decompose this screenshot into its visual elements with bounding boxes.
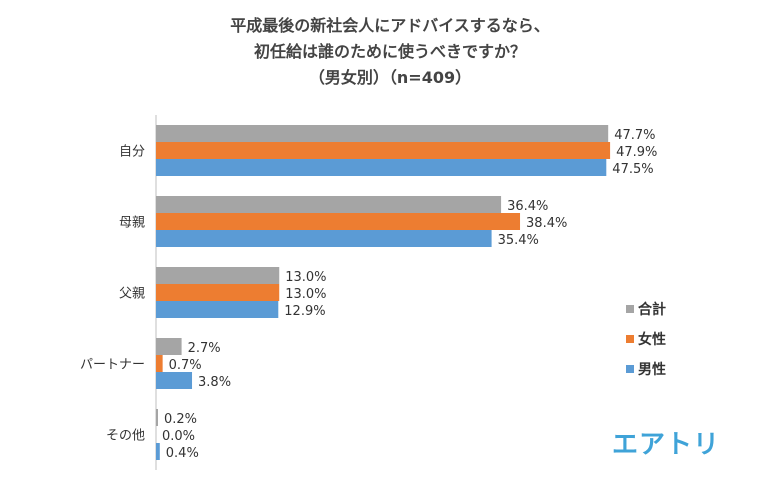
bar-女性	[156, 213, 521, 230]
bar-男性	[156, 372, 193, 389]
legend-label: 女性	[638, 331, 666, 348]
bar-男性	[156, 443, 160, 460]
legend-label: 男性	[638, 361, 666, 378]
data-label: 13.0%	[285, 270, 326, 285]
bar-合計	[156, 267, 280, 284]
category-label: その他	[106, 429, 145, 444]
data-label: 47.5%	[612, 162, 653, 177]
title-line-3: （男女別）（n=409）	[308, 68, 472, 87]
bar-合計	[156, 125, 609, 142]
data-label: 12.9%	[284, 304, 325, 319]
bar-合計	[156, 196, 502, 213]
legend-label: 合計	[638, 301, 666, 318]
logo: エアトリ	[612, 430, 721, 460]
data-label: 0.7%	[169, 358, 202, 373]
category-label: 自分	[119, 145, 145, 160]
category-label: 母親	[119, 216, 145, 231]
data-label: 0.4%	[166, 446, 199, 461]
title-line-1: 平成最後の新社会人にアドバイスするなら、	[230, 16, 550, 35]
bar-女性	[156, 142, 611, 159]
data-label: 13.0%	[285, 287, 326, 302]
legend-swatch	[626, 335, 634, 343]
legend-swatch	[626, 365, 634, 373]
category-label: パートナー	[80, 358, 145, 373]
data-label: 36.4%	[507, 199, 548, 214]
bar-合計	[156, 338, 182, 355]
bar-男性	[156, 159, 607, 176]
data-label: 38.4%	[526, 216, 567, 231]
data-label: 0.0%	[162, 429, 195, 444]
bar-男性	[156, 301, 279, 318]
bar-男性	[156, 230, 492, 247]
data-label: 35.4%	[498, 233, 539, 248]
title-line-2: 初任給は誰のために使うべきですか？	[253, 42, 526, 61]
bar-女性	[156, 355, 163, 372]
data-label: 47.7%	[614, 128, 655, 143]
data-label: 47.9%	[616, 145, 657, 160]
bar-女性	[156, 284, 280, 301]
category-label: 父親	[119, 287, 145, 302]
legend-swatch	[626, 305, 634, 313]
data-label: 0.2%	[164, 412, 197, 427]
bar-合計	[156, 409, 158, 426]
data-label: 2.7%	[188, 341, 221, 356]
data-label: 3.8%	[198, 375, 231, 390]
